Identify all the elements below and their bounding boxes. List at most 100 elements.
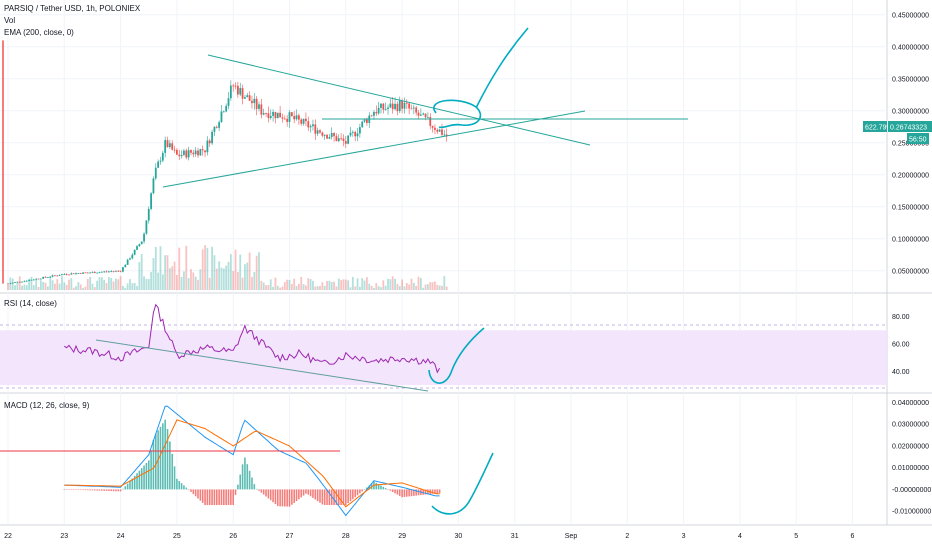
histogram-bar: [227, 489, 230, 506]
volume-bar: [288, 280, 291, 290]
candle-body: [335, 136, 338, 142]
time-tick: 29: [398, 533, 406, 540]
rsi-trendline[interactable]: [95, 339, 429, 392]
histogram-bar: [232, 489, 234, 506]
histogram-bar: [305, 489, 307, 494]
candle-body: [147, 208, 150, 221]
candle-body: [417, 112, 420, 116]
histogram-bar: [93, 489, 96, 491]
symbol-title[interactable]: PARSIQ / Tether USD, 1h, POLONIEX: [4, 4, 141, 13]
histogram-bar: [164, 419, 166, 490]
histogram-bar: [363, 489, 366, 490]
triangle-lower-trendline[interactable]: [162, 110, 586, 188]
volume-bar: [93, 287, 96, 290]
volume-bar: [161, 274, 164, 290]
histogram-bar: [295, 489, 298, 502]
histogram-bar: [152, 440, 155, 490]
candle-body: [380, 103, 382, 108]
volume-bar: [302, 284, 305, 290]
candle-body: [75, 273, 77, 275]
macd-projection-drawing[interactable]: [431, 452, 494, 515]
gridlines: [0, 0, 887, 525]
macd-legend[interactable]: MACD (12, 26, close, 9): [4, 401, 90, 410]
candle-body: [11, 282, 14, 284]
candlesticks[interactable]: [2, 40, 448, 285]
rsi-projection-drawing[interactable]: [428, 327, 485, 384]
candle-body: [361, 121, 364, 128]
candle-body: [39, 278, 42, 280]
rsi-legend[interactable]: RSI (14, close): [4, 299, 57, 308]
candle-body: [283, 118, 286, 120]
candle-body: [7, 283, 9, 285]
projection-drawing[interactable]: [433, 27, 529, 129]
volume-bar: [44, 282, 47, 290]
volume-bar: [351, 276, 354, 290]
histogram-bar: [382, 486, 385, 490]
candle-body: [333, 133, 335, 137]
volume-bar: [79, 284, 82, 290]
volume-bar: [140, 254, 143, 290]
histogram-bar: [368, 485, 371, 490]
histogram-bar: [258, 489, 260, 491]
volume-bar: [410, 278, 413, 290]
volume-bar: [68, 279, 70, 290]
time-tick: 22: [4, 533, 12, 540]
candle-body: [312, 124, 314, 127]
volume-bar: [417, 276, 420, 290]
histogram-bar: [183, 485, 185, 490]
price-tick: 0.30000000: [892, 108, 929, 115]
histogram-bar: [410, 489, 413, 497]
volume-bar: [382, 280, 385, 290]
candle-body: [370, 115, 373, 117]
percent-badge: 622.79%: [865, 125, 893, 132]
user-drawings[interactable]: [0, 27, 688, 515]
histogram-bar: [166, 428, 169, 490]
volume-bar: [129, 279, 131, 290]
histogram-bar: [279, 489, 281, 507]
volume-bar: [436, 284, 439, 290]
volume-bar: [171, 266, 174, 290]
histogram-bar: [434, 489, 436, 494]
macd-histogram: [63, 419, 441, 507]
candle-body: [232, 85, 235, 87]
candle-body: [176, 150, 178, 155]
rsi-axis-labels: 40.00 60.00 80.00: [892, 314, 910, 376]
volume-bar: [56, 279, 59, 290]
candle-body: [51, 275, 54, 277]
triangle-upper-trendline[interactable]: [207, 54, 591, 146]
histogram-bar: [70, 489, 73, 490]
volume-legend[interactable]: Vol: [4, 16, 15, 25]
histogram-bar: [211, 489, 213, 506]
histogram-bar: [422, 489, 425, 495]
candle-body: [246, 95, 249, 98]
candle-body: [213, 126, 216, 132]
rsi-tick: 60.00: [892, 342, 910, 349]
volume-bar: [415, 285, 418, 290]
ema-legend[interactable]: EMA (200, close, 0): [4, 28, 74, 37]
volume-bar: [300, 276, 303, 290]
candle-body: [119, 270, 122, 272]
histogram-bar: [281, 489, 284, 507]
volume-bar: [46, 286, 49, 290]
histogram-bar: [384, 488, 387, 490]
candle-body: [258, 104, 260, 109]
histogram-bar: [171, 453, 174, 490]
candle-body: [436, 129, 439, 132]
candle-body: [122, 267, 124, 272]
volume-bar: [178, 247, 181, 290]
candle-body: [431, 125, 434, 128]
histogram-bar: [253, 484, 256, 490]
candle-body: [419, 114, 422, 116]
volume-bar: [375, 283, 378, 290]
price-tick: 0.35000000: [892, 76, 929, 83]
histogram-bar: [110, 489, 113, 492]
histogram-bar: [319, 489, 321, 503]
volume-bar: [86, 278, 89, 290]
volume-bar: [133, 282, 136, 290]
price-tick: 0.15000000: [892, 204, 929, 211]
macd-series-line: [64, 405, 440, 517]
last-price-badge-bg: [888, 121, 932, 132]
volume-bar: [218, 261, 221, 290]
candle-body: [72, 273, 75, 275]
